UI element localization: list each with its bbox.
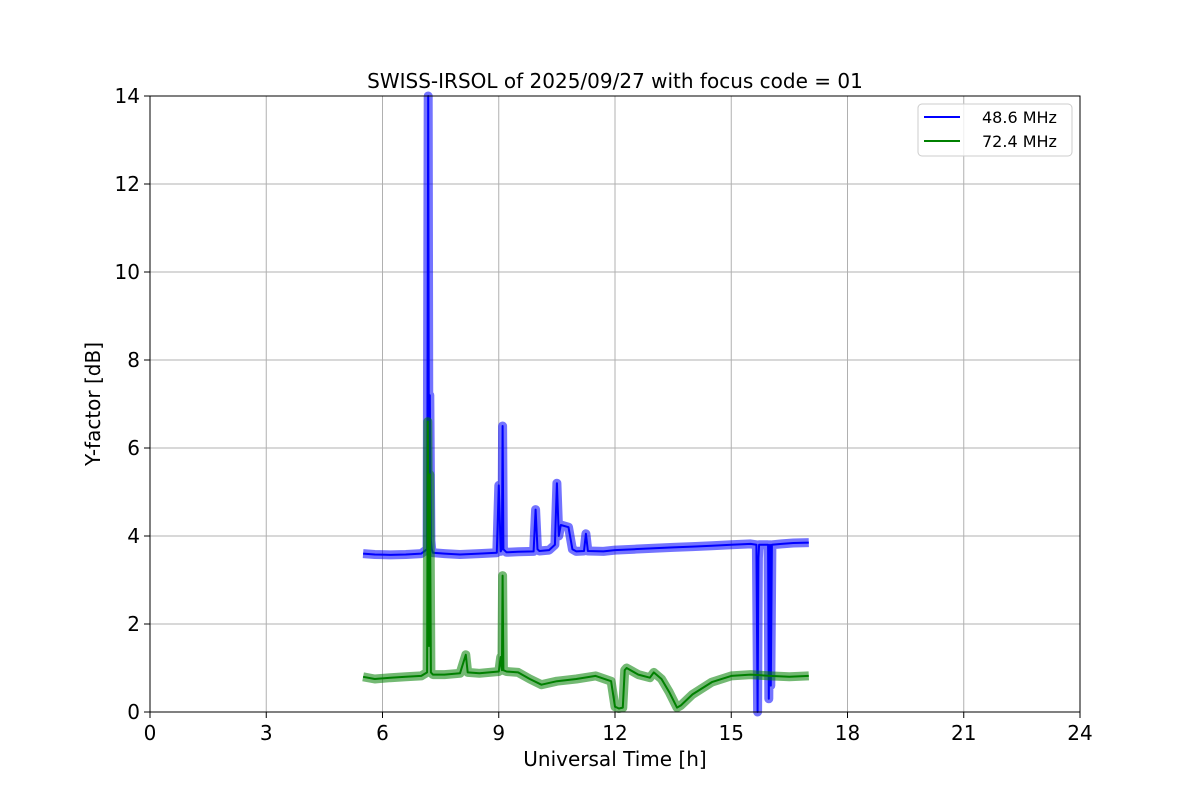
legend: 48.6 MHz 72.4 MHz — [917, 103, 1073, 157]
y-tick-label: 2 — [127, 612, 140, 636]
series-layer — [362, 91, 810, 717]
legend-label-72-4-mhz: 72.4 MHz — [982, 132, 1057, 151]
x-tick-label: 12 — [602, 721, 627, 745]
x-tick-label: 15 — [719, 721, 744, 745]
y-tick-label: 6 — [127, 436, 140, 460]
legend-label-48-6-mhz: 48.6 MHz — [982, 108, 1057, 127]
chart-title: SWISS-IRSOL of 2025/09/27 with focus cod… — [367, 69, 863, 93]
y-tick-label: 8 — [127, 348, 140, 372]
x-axis-title: Universal Time [h] — [523, 747, 706, 771]
x-tick-label: 6 — [376, 721, 389, 745]
x-tick-label: 0 — [144, 721, 157, 745]
x-tick-label: 21 — [951, 721, 976, 745]
y-tick-label: 12 — [115, 172, 140, 196]
y-axis-title: Y-factor [dB] — [81, 342, 105, 467]
x-tick-label: 9 — [492, 721, 505, 745]
series-band-72-4-mhz — [362, 417, 810, 713]
x-tick-label: 3 — [260, 721, 273, 745]
y-tick-label: 0 — [127, 700, 140, 724]
y-tick-label: 14 — [115, 84, 140, 108]
x-tick-label: 24 — [1067, 721, 1092, 745]
x-tick-label: 18 — [835, 721, 860, 745]
y-tick-label: 10 — [115, 260, 140, 284]
y-tick-label: 4 — [127, 524, 140, 548]
